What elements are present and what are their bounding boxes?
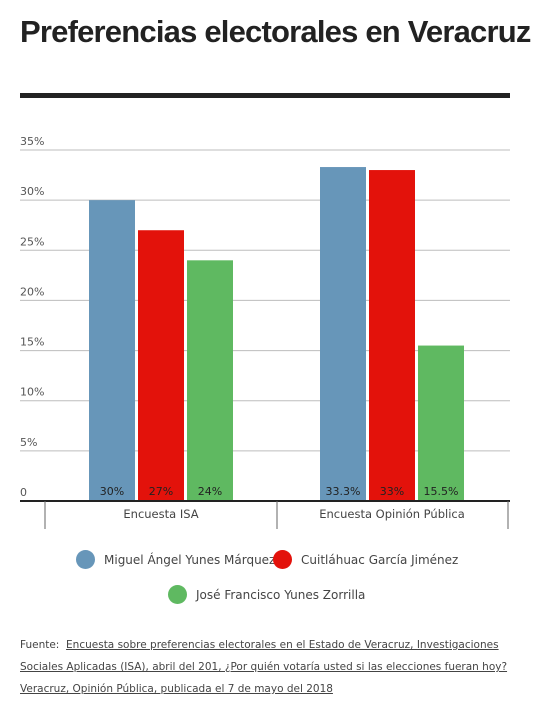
bar-value-label: 15.5% bbox=[424, 485, 459, 498]
bar bbox=[138, 230, 184, 501]
source-note: Fuente: Encuesta sobre preferencias elec… bbox=[20, 634, 510, 700]
bar bbox=[187, 260, 233, 501]
chart-title: Preferencias electorales en Veracruz bbox=[20, 14, 531, 49]
y-tick-label: 5% bbox=[20, 436, 37, 449]
source-prefix: Fuente: bbox=[20, 639, 60, 651]
bar-value-label: 24% bbox=[198, 485, 222, 498]
x-category-label: Encuesta ISA bbox=[123, 507, 198, 521]
bar-value-label: 27% bbox=[149, 485, 173, 498]
bar-value-label: 33% bbox=[380, 485, 404, 498]
source-link[interactable]: Encuesta sobre preferencias electorales … bbox=[20, 639, 508, 695]
bar bbox=[418, 345, 464, 501]
y-tick-label: 15% bbox=[20, 336, 44, 349]
title-divider bbox=[20, 93, 510, 98]
bar-value-label: 30% bbox=[100, 485, 124, 498]
bar-chart: 0 5% 10% 15% 20% 25% 30% 35% 30% 27% 24% 33.3% 33% 15… bbox=[20, 135, 510, 529]
y-tick-label: 25% bbox=[20, 235, 44, 248]
legend: Miguel Ángel Yunes Márquez Cuitláhuac Gar… bbox=[0, 540, 537, 620]
y-tick-label: 10% bbox=[20, 386, 44, 399]
bar bbox=[369, 170, 415, 502]
bar-value-label: 33.3% bbox=[326, 485, 361, 498]
y-tick-label: 20% bbox=[20, 285, 44, 298]
x-category-label: Encuesta Opinión Pública bbox=[319, 507, 465, 521]
legend-label: Miguel Ángel Yunes Márquez bbox=[104, 552, 276, 567]
legend-item: Cuitláhuac García Jiménez bbox=[273, 550, 458, 569]
bar bbox=[89, 200, 135, 501]
legend-item: Miguel Ángel Yunes Márquez bbox=[76, 550, 275, 569]
legend-label: Cuitláhuac García Jiménez bbox=[301, 552, 459, 567]
legend-swatch bbox=[273, 550, 292, 569]
legend-swatch bbox=[76, 550, 95, 569]
legend-label: José Francisco Yunes Zorrilla bbox=[196, 587, 366, 602]
bar bbox=[320, 167, 366, 501]
y-tick-label: 0 bbox=[20, 486, 27, 499]
y-tick-label: 30% bbox=[20, 185, 44, 198]
legend-swatch bbox=[168, 585, 187, 604]
legend-item: José Francisco Yunes Zorrilla bbox=[168, 585, 365, 604]
y-tick-label: 35% bbox=[20, 135, 44, 148]
